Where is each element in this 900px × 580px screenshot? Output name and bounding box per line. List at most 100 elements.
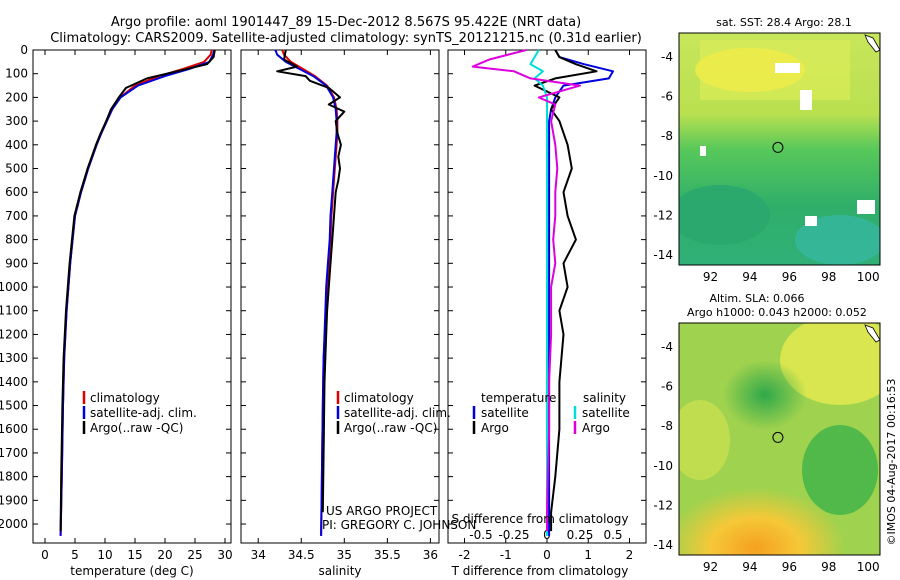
series-line-s-argo (471, 49, 581, 532)
y-tick-label: 300 (5, 114, 28, 128)
series-line-satellite-adj-clim- (274, 49, 338, 536)
x-tick-label: -2 (459, 548, 471, 562)
y-tick-label: 1300 (0, 351, 28, 365)
sla-map-image (679, 323, 880, 555)
map-x-tick-label: 96 (782, 270, 797, 284)
y-tick-label: 1500 (0, 399, 28, 413)
sst-map-image (679, 33, 880, 265)
y-tick-label: 2000 (0, 517, 28, 531)
sla-coastline (864, 324, 880, 343)
legend-heading-temperature: temperature (481, 391, 556, 405)
y-tick-label: 600 (5, 185, 28, 199)
s-tick-label: 0.25 (567, 528, 594, 542)
x-tick-label: -1 (500, 548, 512, 562)
title-line-2: Climatology: CARS2009. Satellite-adjuste… (50, 31, 642, 46)
project-annotation: US ARGO PROJECT (326, 504, 438, 518)
series-line-t-satellite (548, 49, 614, 536)
temperature-xlabel: temperature (deg C) (70, 564, 193, 578)
x-tick-label: 30 (217, 548, 232, 562)
legend-label-t-argo: Argo (481, 421, 509, 435)
x-tick-label: 0 (543, 548, 551, 562)
map-y-tick-label: -14 (653, 538, 673, 552)
series-line-climatology (59, 49, 213, 536)
difference-t-xlabel: T difference from climatology (451, 564, 629, 578)
sla-hot-spot (679, 420, 880, 555)
sst-cloud-1 (775, 63, 800, 73)
y-tick-label: 1600 (0, 422, 28, 436)
temperature-legend: climatology satellite-adj. clim. Argo(..… (82, 391, 197, 435)
sst-coastline (864, 34, 880, 53)
s-tick-label: -0.25 (498, 528, 529, 542)
x-tick-label: 20 (157, 548, 172, 562)
x-tick-label: 25 (187, 548, 202, 562)
s-tick-label: -0.5 (469, 528, 492, 542)
y-tick-label: 700 (5, 209, 28, 223)
map-x-tick-label: 94 (742, 270, 757, 284)
y-tick-label: 500 (5, 162, 28, 176)
imos-timestamp: ©IMOS 04-Aug-2017 00:16:53 (885, 379, 898, 546)
pi-annotation: PI: GREGORY C. JOHNSON (322, 518, 476, 532)
y-tick-label: 1900 (0, 493, 28, 507)
y-tick-label: 900 (5, 256, 28, 270)
map-y-tick-label: -10 (653, 459, 673, 473)
map-x-tick-label: 94 (742, 560, 757, 574)
sla-map-title-line-1: Altim. SLA: 0.066 (709, 292, 804, 305)
map-y-tick-label: -8 (661, 129, 673, 143)
x-tick-label: 0 (41, 548, 49, 562)
y-tick-label: 1000 (0, 280, 28, 294)
sst-cool-patch (679, 185, 770, 245)
map-x-tick-label: 96 (782, 560, 797, 574)
sst-map-frame (678, 32, 881, 266)
axis-ticks: 0 5 10 15 20 25 300100200300400500600700800900… (0, 43, 880, 574)
salinity-legend: climatology satellite-adj. clim. Argo(..… (322, 391, 476, 532)
sst-teal-patch (795, 215, 880, 265)
y-tick-label: 1400 (0, 375, 28, 389)
sla-map-title-line-2: Argo h1000: 0.043 h2000: 0.052 (687, 306, 867, 319)
legend-label-argo: Argo(..raw -QC) (344, 421, 437, 435)
legend-label-t-satellite: satellite (481, 406, 529, 420)
legend-label-climatology: climatology (344, 391, 414, 405)
map-y-tick-label: -14 (653, 248, 673, 262)
map-y-tick-label: -12 (653, 208, 673, 222)
sst-yellow-patch (695, 48, 805, 92)
x-tick-label: 34 (251, 548, 266, 562)
x-tick-label: 36 (423, 548, 438, 562)
sst-argo-marker (772, 141, 784, 153)
x-tick-label: 10 (97, 548, 112, 562)
x-tick-label: 35 (337, 548, 352, 562)
y-tick-label: 800 (5, 233, 28, 247)
x-tick-label: 5 (71, 548, 79, 562)
s-tick-label: 0.5 (603, 528, 622, 542)
x-tick-label: 1 (584, 548, 592, 562)
y-tick-label: 1100 (0, 304, 28, 318)
x-tick-label: 34.5 (288, 548, 315, 562)
difference-legend: temperature salinity satellite Argo sate… (472, 391, 630, 435)
series-line-argo-raw-qc- (59, 49, 216, 532)
difference-s-xlabel: S difference from climatology (452, 512, 629, 526)
legend-label-satellite: satellite-adj. clim. (90, 406, 197, 420)
y-tick-label: 1200 (0, 327, 28, 341)
x-tick-label: 15 (127, 548, 142, 562)
map-y-tick-label: -4 (661, 340, 673, 354)
sla-map-frame (678, 322, 881, 556)
series-line-s-satellite (529, 49, 548, 536)
map-x-tick-label: 92 (703, 270, 718, 284)
sst-map-title: sat. SST: 28.4 Argo: 28.1 (716, 16, 852, 29)
x-tick-label: 2 (626, 548, 634, 562)
y-tick-label: 0 (20, 43, 28, 57)
sst-cloud-5 (700, 146, 706, 156)
salinity-xlabel: salinity (318, 564, 361, 578)
y-tick-label: 400 (5, 138, 28, 152)
sst-cloud-4 (805, 216, 817, 226)
map-x-tick-label: 98 (821, 560, 836, 574)
sst-cloud-2 (800, 90, 812, 110)
map-y-tick-label: -6 (661, 379, 673, 393)
x-tick-label: 35.5 (374, 548, 401, 562)
series-line-t-argo (533, 49, 598, 532)
series-line-argo-raw-qc- (276, 49, 346, 513)
profile-lines (59, 49, 614, 536)
map-x-tick-label: 92 (703, 560, 718, 574)
map-y-tick-label: -12 (653, 498, 673, 512)
map-x-tick-label: 98 (821, 270, 836, 284)
